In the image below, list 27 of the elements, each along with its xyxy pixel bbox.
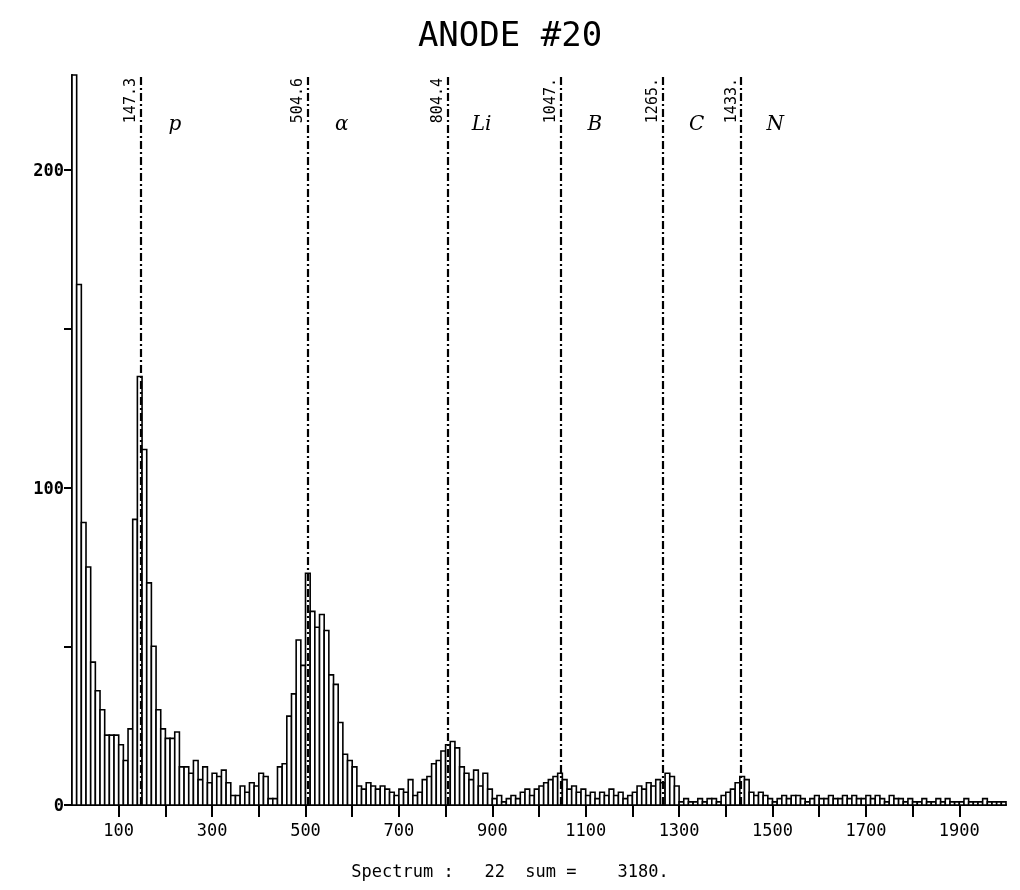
ref-line-label: 1265. <box>643 78 662 124</box>
ref-line-label: 504.6 <box>288 78 307 124</box>
ref-line-label: 1433. <box>721 78 740 124</box>
x-tick-label: 700 <box>383 819 415 840</box>
annotation: p <box>168 111 182 135</box>
x-tick-label: 1900 <box>938 819 980 840</box>
text: Spectrum : 22 sum = 3180. <box>351 860 669 881</box>
y-tick-label: 100 <box>33 477 64 498</box>
x-tick-label: 300 <box>196 819 228 840</box>
x-tick-label: 1500 <box>752 819 793 840</box>
chart-title: ANODE #20 <box>417 14 603 54</box>
annotation: N <box>765 111 786 135</box>
x-tick-label: 500 <box>290 819 321 840</box>
ref-line-label: 147.3 <box>121 78 140 124</box>
x-tick-label: 1100 <box>565 819 607 840</box>
annotation: α <box>334 111 349 135</box>
annotation: Li <box>470 111 492 135</box>
x-tick-label: 900 <box>476 819 508 840</box>
y-tick-label: 0 <box>53 795 64 815</box>
y-tick-label: 200 <box>33 160 64 181</box>
x-tick-label: 1700 <box>845 819 887 840</box>
annotation: C <box>689 111 705 135</box>
x-tick-label: 100 <box>103 819 135 840</box>
annotation: B <box>586 111 603 135</box>
ref-line-label: 1047. <box>541 78 560 124</box>
x-tick-label: 1300 <box>658 819 700 840</box>
ref-line-label: 804.4 <box>428 78 447 124</box>
